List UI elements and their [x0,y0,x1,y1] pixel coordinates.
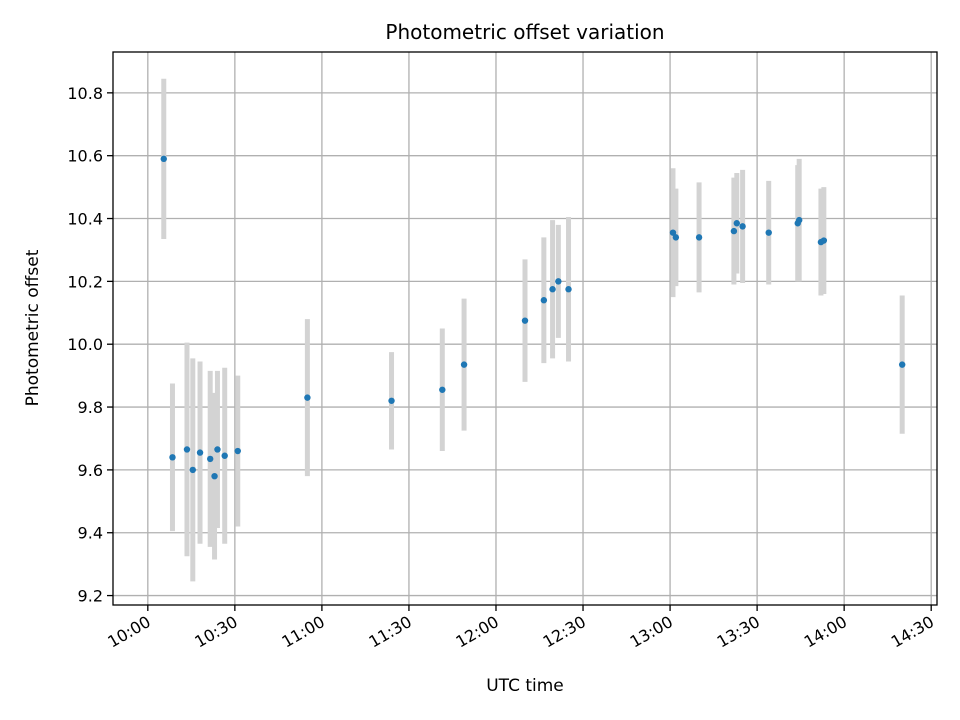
data-point [765,229,772,236]
data-point [795,216,803,224]
data-point [169,454,176,461]
data-point [388,397,395,404]
data-point [549,286,556,293]
data-point [565,286,572,293]
data-point [234,447,241,455]
y-tick-label: 9.2 [78,587,103,606]
data-point [221,452,228,459]
data-point [898,361,906,368]
y-tick-label: 10.6 [67,147,103,166]
data-point [196,449,204,456]
data-point [460,361,468,368]
data-point [540,297,548,304]
data-point [672,234,680,241]
x-axis-label: UTC time [486,676,564,696]
plot-frame [112,51,938,606]
data-point [820,237,828,244]
data-point [555,278,562,285]
data-point [739,223,746,230]
data-point [730,227,738,235]
data-point [439,386,446,393]
y-tick-label: 9.8 [78,398,103,417]
data-point [695,234,703,241]
marker-layer [160,155,906,480]
data-point [160,155,167,163]
data-point [183,446,191,453]
data-point [206,455,214,463]
chart-title: Photometric offset variation [385,20,664,44]
y-tick-label: 9.6 [78,461,103,480]
data-point [521,317,529,324]
data-point [669,229,677,236]
data-point [304,394,311,401]
y-tick-label: 10.2 [67,272,103,291]
data-point [733,220,741,227]
y-axis-label: Photometric offset [23,249,43,406]
data-point [189,466,196,474]
y-tick-label: 10.8 [67,84,103,103]
y-tick-label: 10.0 [67,335,103,354]
data-point [211,472,218,480]
y-tick-label: 9.4 [78,524,103,543]
y-tick-label: 10.4 [67,210,103,229]
data-point [214,446,221,453]
